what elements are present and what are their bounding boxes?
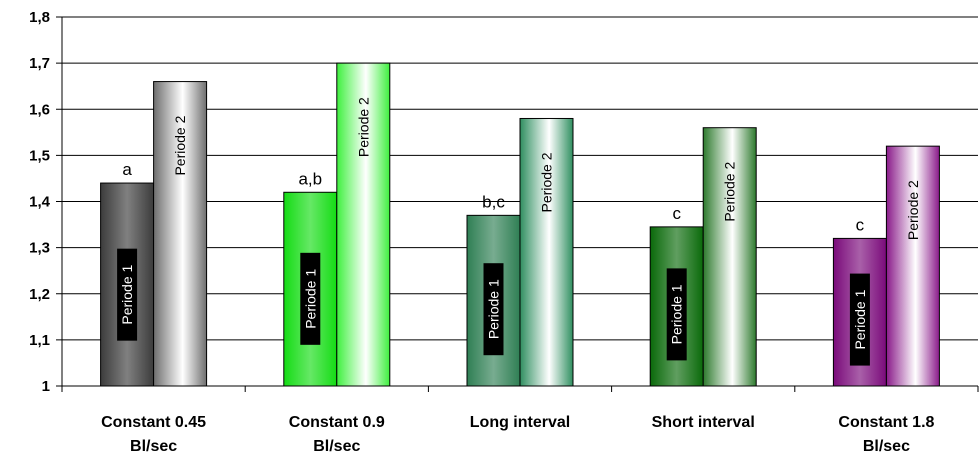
x-category-label: Bl/sec [863, 438, 910, 455]
series-label-bg [849, 273, 870, 366]
series-label-text: Periode 2 [905, 180, 921, 240]
series-label-text: Periode 2 [355, 97, 371, 157]
x-category-label: Short interval [652, 414, 755, 431]
series-label-text: Periode 2 [539, 152, 555, 212]
bar-periode-2 [153, 81, 208, 387]
bar-periode-2 [336, 62, 391, 387]
x-category-label: Bl/sec [130, 438, 177, 455]
bar-periode-2 [702, 127, 757, 387]
x-category-label: Bl/sec [313, 438, 360, 455]
series-label-periode-1: Periode 1 [483, 263, 504, 356]
y-tick-label: 1 [42, 378, 50, 395]
y-tick-label: 1,4 [29, 194, 51, 211]
series-label-bg [666, 268, 687, 361]
significance-annotation: c [672, 204, 681, 223]
series-label-text: Periode 1 [669, 284, 685, 344]
series-label-text: Periode 2 [172, 115, 188, 175]
x-category-label: Constant 1.8 [838, 414, 934, 431]
series-label-text: Periode 2 [722, 162, 738, 222]
y-tick-label: 1,3 [29, 240, 50, 257]
x-category-label: Constant 0.9 [289, 414, 385, 431]
series-label-periode-2: Periode 2 [355, 97, 371, 157]
y-tick-label: 1,5 [29, 147, 50, 164]
x-category-label: Long interval [470, 414, 570, 431]
significance-annotation: b,c [482, 192, 505, 211]
significance-annotation: a,b [298, 169, 322, 188]
series-label-periode-1: Periode 1 [117, 248, 138, 341]
series-label-bg [117, 248, 138, 341]
significance-annotation: a [122, 160, 132, 179]
series-label-text: Periode 1 [852, 289, 868, 349]
series-label-text: Periode 1 [302, 269, 318, 329]
y-tick-label: 1,7 [29, 55, 50, 72]
series-label-periode-1: Periode 1 [666, 268, 687, 361]
bar-periode-2 [885, 145, 940, 387]
series-label-bg [300, 252, 321, 345]
series-label-periode-2: Periode 2 [722, 162, 738, 222]
series-label-text: Periode 1 [119, 264, 135, 324]
y-tick-label: 1,6 [29, 101, 50, 118]
series-label-periode-1: Periode 1 [849, 273, 870, 366]
series-label-periode-2: Periode 2 [539, 152, 555, 212]
series-label-periode-2: Periode 2 [905, 180, 921, 240]
y-tick-label: 1,1 [29, 332, 50, 349]
y-tick-label: 1,8 [29, 9, 50, 26]
bar-periode-2 [519, 117, 574, 387]
significance-annotation: c [856, 215, 865, 234]
series-label-bg [483, 263, 504, 356]
series-label-text: Periode 1 [486, 279, 502, 339]
x-category-label: Constant 0.45 [101, 414, 206, 431]
series-label-periode-1: Periode 1 [300, 252, 321, 345]
y-tick-label: 1,2 [29, 286, 50, 303]
series-label-periode-2: Periode 2 [172, 115, 188, 175]
